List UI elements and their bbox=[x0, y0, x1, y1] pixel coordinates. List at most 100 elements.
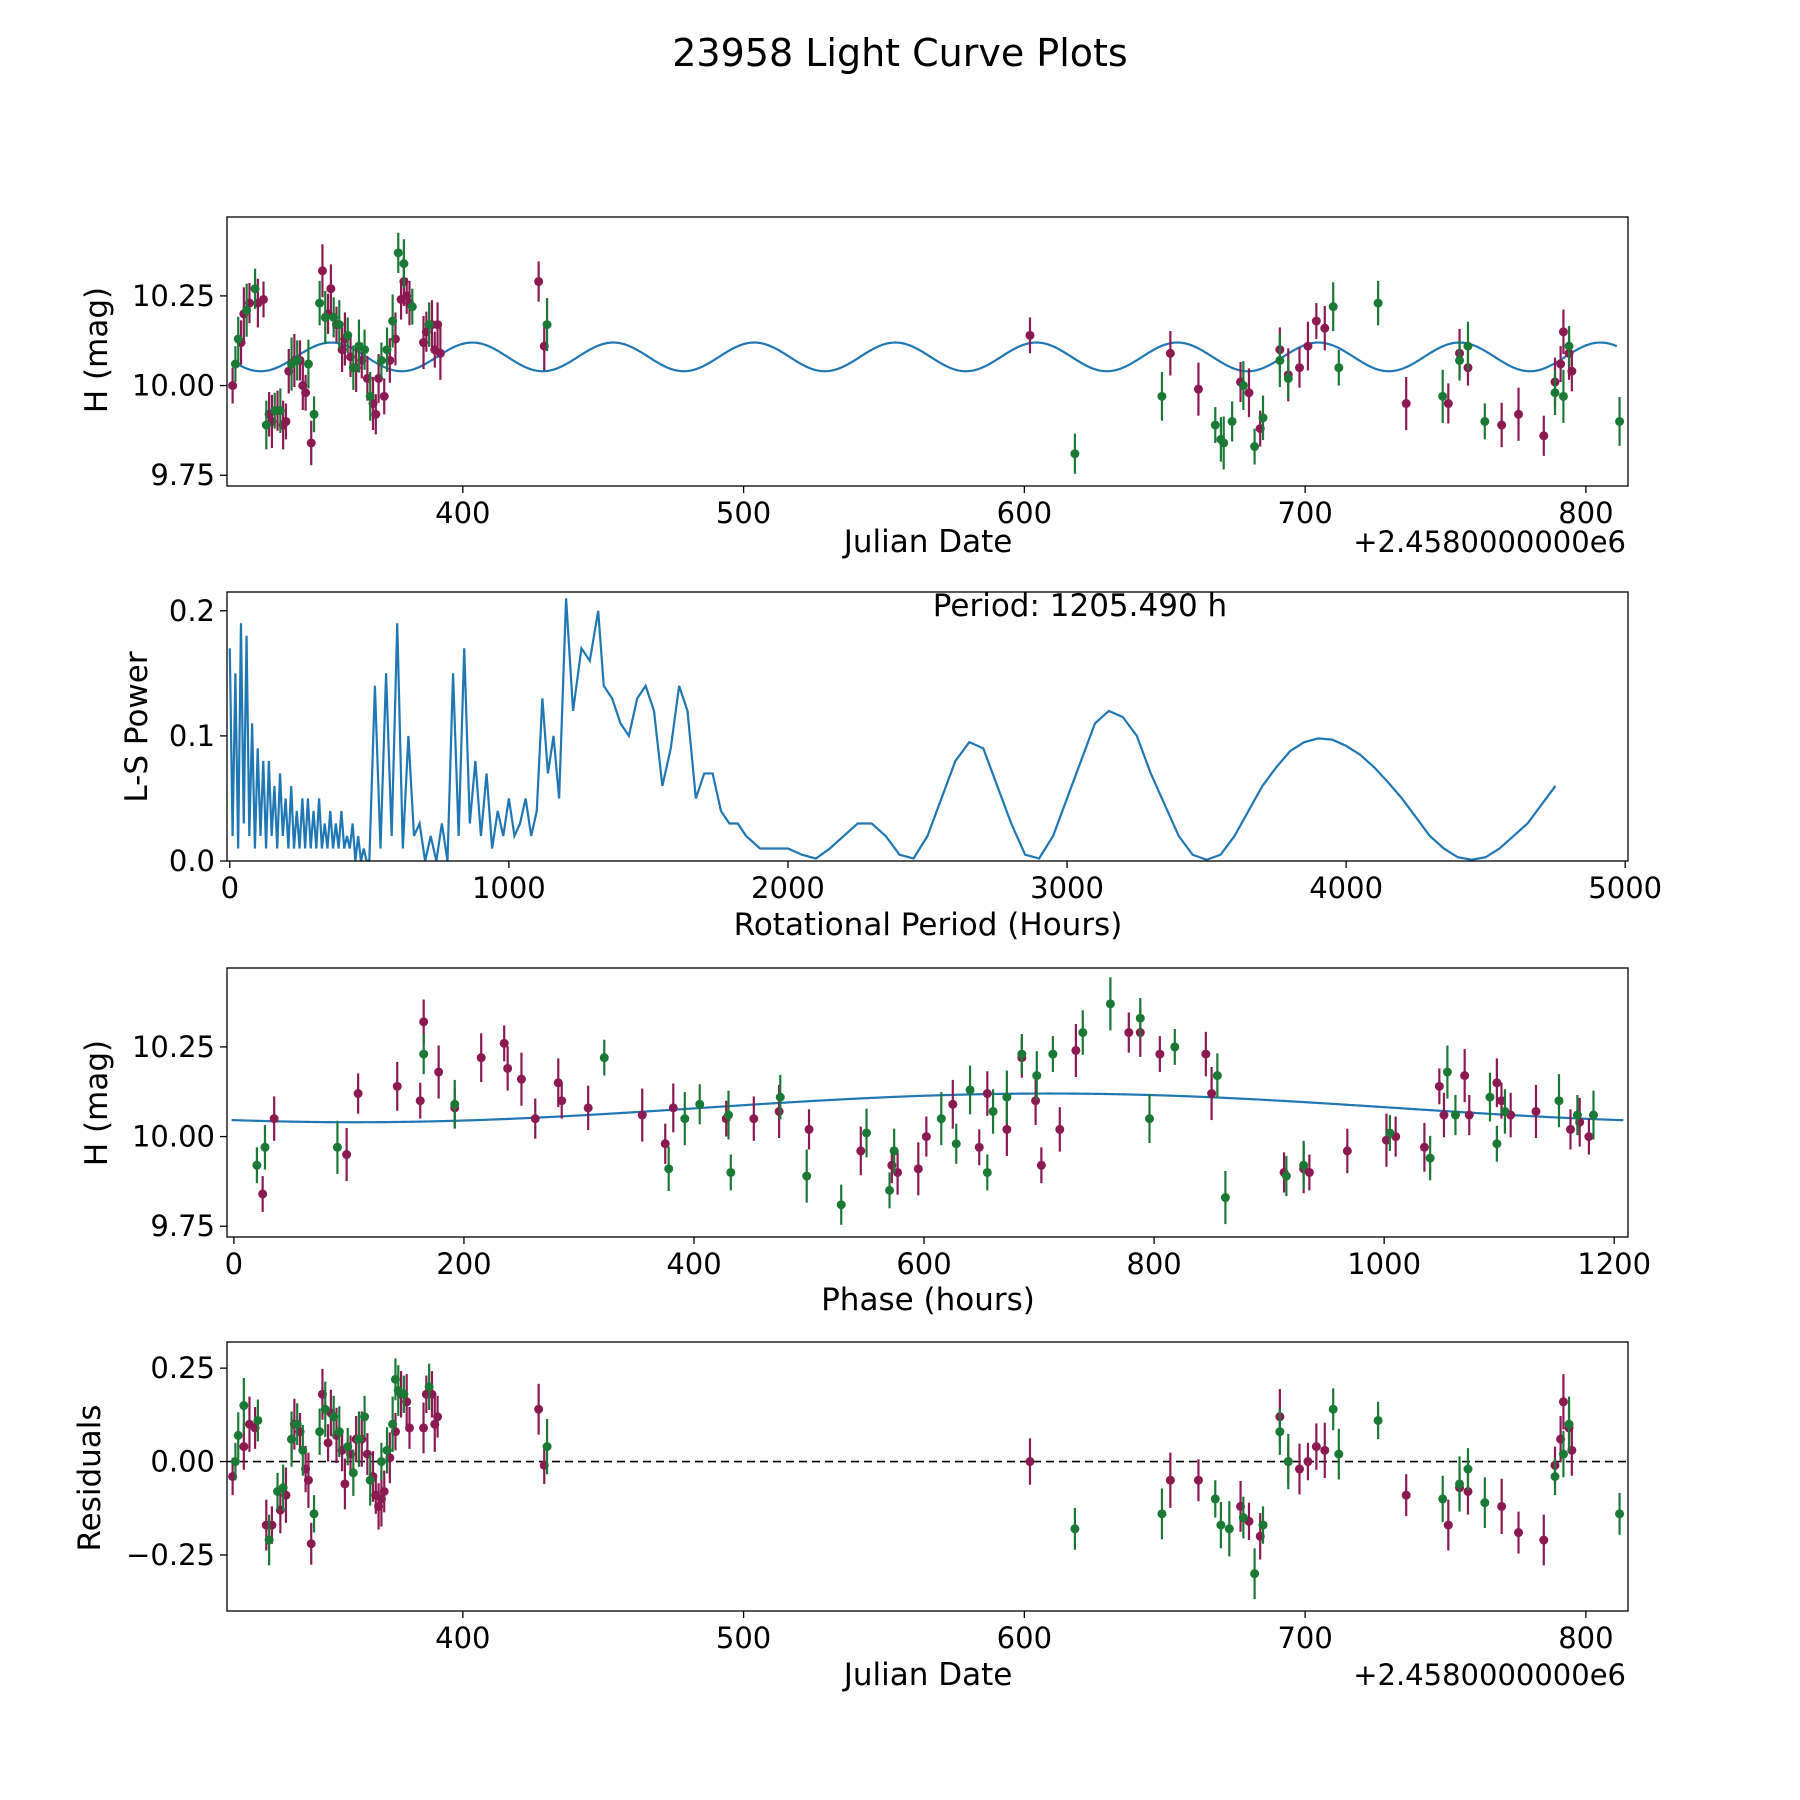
phased-data-point bbox=[1144, 1114, 1154, 1124]
phased-data-point bbox=[749, 1114, 759, 1124]
phased-model-curve bbox=[231, 1092, 1624, 1124]
light-curve-data-point bbox=[1328, 302, 1338, 312]
light-curve-data-point bbox=[1210, 420, 1220, 430]
light-curve-data-point bbox=[320, 312, 330, 322]
residuals-data-point bbox=[1320, 1445, 1330, 1455]
phased-data-point bbox=[1492, 1078, 1502, 1088]
residuals-series-band_b bbox=[230, 1358, 1625, 1600]
light-curve-data-point bbox=[1558, 327, 1568, 337]
residuals-data-point bbox=[379, 1486, 389, 1496]
phased-data-point bbox=[1207, 1089, 1217, 1099]
light-curve-data-point bbox=[399, 259, 409, 269]
phased-data-point bbox=[269, 1114, 279, 1124]
phased-data-point bbox=[668, 1103, 678, 1113]
residuals-plot-area bbox=[227, 1358, 1628, 1600]
light-curve-data-point bbox=[348, 363, 358, 373]
phased-data-point bbox=[726, 1167, 736, 1177]
phased-data-point bbox=[951, 1139, 961, 1149]
periodogram-power-line bbox=[228, 598, 1557, 861]
residuals-data-point bbox=[1311, 1442, 1321, 1452]
residuals-data-point bbox=[1025, 1457, 1035, 1467]
residuals-data-point bbox=[340, 1479, 350, 1489]
phased-data-point bbox=[516, 1074, 526, 1084]
figure-title: 23958 Light Curve Plots bbox=[672, 31, 1127, 75]
residuals-data-point bbox=[1238, 1513, 1248, 1523]
periodogram-ytick-label: 0.1 bbox=[169, 719, 215, 753]
phased-data-point bbox=[856, 1146, 866, 1156]
phased-data-point bbox=[415, 1096, 425, 1106]
phased-data-point bbox=[695, 1099, 705, 1109]
light-curve-data-point bbox=[1564, 341, 1574, 351]
residuals-data-point bbox=[376, 1457, 386, 1467]
light-curve-data-point bbox=[1615, 416, 1625, 426]
residuals-data-point bbox=[309, 1509, 319, 1519]
phased-data-point bbox=[1565, 1124, 1575, 1134]
residuals-data-point bbox=[419, 1423, 429, 1433]
residuals-series-band_a bbox=[228, 1368, 1577, 1566]
phased-data-point bbox=[1124, 1028, 1134, 1038]
phased-data-point bbox=[774, 1106, 784, 1116]
light-curve-data-point bbox=[1283, 373, 1293, 383]
residuals-data-point bbox=[329, 1412, 339, 1422]
phased-xlabel: Phase (hours) bbox=[821, 1282, 1035, 1318]
light-curve-data-point bbox=[334, 320, 344, 330]
light-curve-data-point bbox=[306, 438, 316, 448]
light-curve-data-point bbox=[1539, 431, 1549, 441]
residuals-data-point bbox=[1216, 1520, 1226, 1530]
light-curve-ytick-label: 10.25 bbox=[132, 279, 215, 313]
light-curve-data-point bbox=[1480, 416, 1490, 426]
light-curve-data-point bbox=[376, 355, 386, 365]
phased-data-point bbox=[1078, 1028, 1088, 1038]
phased-data-point bbox=[1450, 1110, 1460, 1120]
residuals-data-point bbox=[382, 1445, 392, 1455]
phased-data-point bbox=[476, 1053, 486, 1063]
residuals-data-point bbox=[1455, 1479, 1465, 1489]
residuals-data-point bbox=[1283, 1457, 1293, 1467]
residuals-data-point bbox=[239, 1401, 249, 1411]
phased-data-point bbox=[1554, 1096, 1564, 1106]
residuals-data-point bbox=[1401, 1490, 1411, 1500]
light-curve-xtick-label: 600 bbox=[997, 496, 1052, 530]
light-curve-data-point bbox=[281, 416, 291, 426]
phased-data-point bbox=[499, 1038, 509, 1048]
phased-data-point bbox=[724, 1110, 734, 1120]
light-curve-data-point bbox=[292, 355, 302, 365]
phased-data-point bbox=[503, 1063, 513, 1073]
periodogram-ylabel: L-S Power bbox=[119, 651, 155, 802]
light-curve-data-point bbox=[317, 266, 327, 276]
residuals-data-point bbox=[1564, 1419, 1574, 1429]
light-curve-data-point bbox=[424, 320, 434, 330]
phased-data-point bbox=[1281, 1171, 1291, 1181]
light-curve-data-point bbox=[1165, 348, 1175, 358]
residuals-data-point bbox=[1615, 1509, 1625, 1519]
residuals-xlabel: Julian Date bbox=[842, 1657, 1013, 1693]
phased-ytick-label: 10.25 bbox=[132, 1030, 215, 1064]
light-curve-data-point bbox=[1250, 442, 1260, 452]
phased-data-point bbox=[1434, 1081, 1444, 1091]
phased-data-point bbox=[802, 1171, 812, 1181]
phased-data-point bbox=[1492, 1139, 1502, 1149]
light-curve-data-point bbox=[303, 359, 313, 369]
residuals-data-point bbox=[1295, 1464, 1305, 1474]
phased-data-point bbox=[1419, 1142, 1429, 1152]
residuals-data-point bbox=[1165, 1475, 1175, 1485]
phased-ylabel: H (mag) bbox=[79, 1040, 115, 1166]
light-curve-data-point bbox=[233, 334, 243, 344]
light-curve-data-point bbox=[1157, 391, 1167, 401]
residuals-data-point bbox=[354, 1434, 364, 1444]
light-curve-data-point bbox=[388, 316, 398, 326]
light-curve-data-point bbox=[1193, 384, 1203, 394]
light-curve-plot-area bbox=[228, 232, 1625, 474]
residuals-data-point bbox=[292, 1419, 302, 1429]
residuals-frame bbox=[226, 1341, 1629, 1612]
residuals-data-point bbox=[542, 1442, 552, 1452]
phased-data-point bbox=[260, 1142, 270, 1152]
phased-data-point bbox=[1036, 1160, 1046, 1170]
phased-data-point bbox=[1572, 1110, 1582, 1120]
residuals-data-point bbox=[365, 1475, 375, 1485]
residuals-data-point bbox=[1157, 1509, 1167, 1519]
light-curve-data-point bbox=[407, 302, 417, 312]
residuals-ytick-label: 0.00 bbox=[150, 1445, 215, 1479]
light-curve-data-point bbox=[365, 391, 375, 401]
phased-data-point bbox=[1032, 1071, 1042, 1081]
